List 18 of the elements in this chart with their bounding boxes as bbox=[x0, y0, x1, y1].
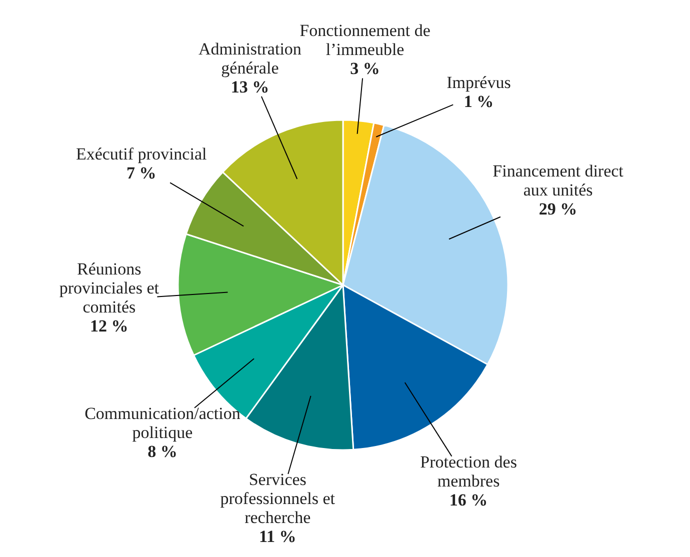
data-label: 12 % bbox=[90, 316, 128, 336]
data-label: 11 % bbox=[258, 526, 296, 546]
slice-label: Communication/action politique bbox=[84, 404, 241, 442]
data-label: 16 % bbox=[449, 490, 488, 510]
slice-label: Financement direct aux unités bbox=[492, 161, 624, 200]
data-label: 1 % bbox=[464, 92, 494, 112]
slice-label: Réunions provinciales et comités bbox=[59, 260, 160, 317]
slice-label: Fonctionnement de l’immeuble bbox=[300, 21, 430, 60]
slice-label: Exécutif provincial bbox=[76, 144, 207, 164]
data-label: 3 % bbox=[350, 59, 380, 78]
data-label: 7 % bbox=[126, 164, 156, 183]
slice-label: Imprévus bbox=[446, 73, 511, 92]
slice-label: Administration générale bbox=[198, 39, 302, 78]
data-label: 29 % bbox=[538, 199, 578, 218]
slice-label: Protection des membres bbox=[420, 452, 517, 490]
slice-label: Services professionnels et recherche bbox=[220, 470, 336, 527]
data-label: 8 % bbox=[148, 442, 178, 461]
data-label: 13 % bbox=[230, 77, 270, 96]
